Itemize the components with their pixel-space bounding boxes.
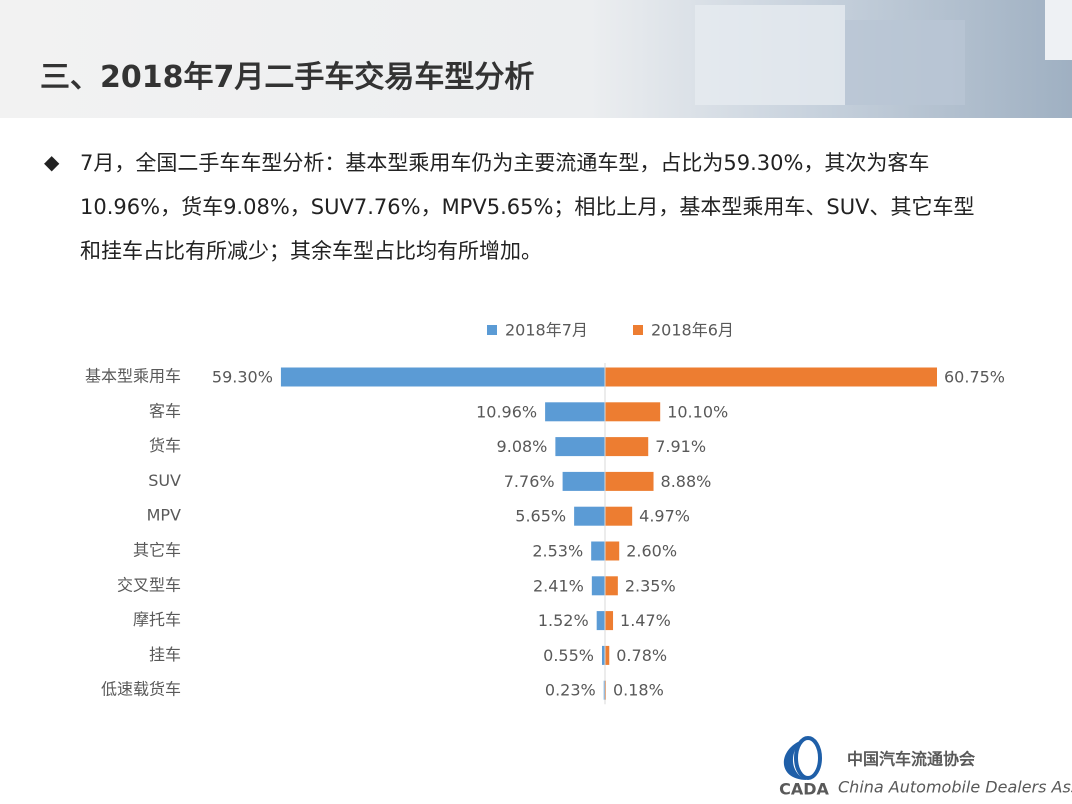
value-label: 5.65% xyxy=(515,507,566,526)
bar xyxy=(555,437,605,457)
bar xyxy=(591,541,605,561)
slide-title: 三、2018年7月二手车交易车型分析 xyxy=(40,60,535,95)
bar xyxy=(605,611,614,631)
category-label: 低速载货车 xyxy=(101,680,181,699)
legend-label: 2018年7月 xyxy=(505,321,588,340)
value-label: 2.60% xyxy=(626,542,677,561)
logo-english: China Automobile Dealers Association xyxy=(838,778,1072,797)
value-label: 7.76% xyxy=(504,472,555,491)
bar xyxy=(596,611,605,631)
logo-short: CADA xyxy=(779,780,829,799)
bullet-icon: ◆ xyxy=(44,150,60,174)
value-label: 1.47% xyxy=(620,611,671,630)
bar xyxy=(562,471,605,491)
bar xyxy=(605,645,610,665)
value-label: 7.91% xyxy=(655,437,706,456)
legend-label: 2018年6月 xyxy=(651,321,734,340)
legend-swatch xyxy=(487,325,497,335)
category-label: 挂车 xyxy=(149,645,181,664)
bar xyxy=(605,541,620,561)
category-label: 交叉型车 xyxy=(117,575,181,594)
header: 三、2018年7月二手车交易车型分析 xyxy=(0,0,1072,118)
bar xyxy=(605,437,649,457)
bar xyxy=(601,645,605,665)
value-label: 2.53% xyxy=(532,542,583,561)
category-label: MPV xyxy=(147,506,181,525)
logo-name: 中国汽车流通协会 xyxy=(847,750,975,769)
value-label: 0.23% xyxy=(545,681,596,700)
value-label: 0.78% xyxy=(616,646,667,665)
category-label: 其它车 xyxy=(133,541,181,560)
bar xyxy=(545,402,605,422)
bar xyxy=(574,506,605,526)
value-label: 60.75% xyxy=(944,368,1005,387)
value-label: 4.97% xyxy=(639,507,690,526)
bar xyxy=(605,367,937,387)
value-label: 9.08% xyxy=(497,437,548,456)
logo: CADA 中国汽车流通协会 China Automobile Dealers A… xyxy=(779,736,1072,799)
header-decoration xyxy=(695,0,1072,105)
category-label: 摩托车 xyxy=(133,610,181,629)
bar xyxy=(605,402,661,422)
bar xyxy=(605,471,654,491)
category-label: 基本型乘用车 xyxy=(85,367,181,386)
legend-swatch xyxy=(633,325,643,335)
value-label: 10.96% xyxy=(476,402,537,421)
value-label: 0.55% xyxy=(543,646,594,665)
bar xyxy=(605,576,618,596)
category-label: 货车 xyxy=(149,436,181,455)
value-label: 59.30% xyxy=(212,368,273,387)
bar xyxy=(280,367,605,387)
bar xyxy=(603,680,605,700)
value-label: 2.35% xyxy=(625,576,676,595)
value-label: 8.88% xyxy=(661,472,712,491)
value-label: 1.52% xyxy=(538,611,589,630)
value-label: 0.18% xyxy=(613,681,664,700)
category-label: 客车 xyxy=(149,401,181,420)
category-label: SUV xyxy=(148,471,181,490)
bar xyxy=(605,506,633,526)
bar xyxy=(591,576,605,596)
value-label: 2.41% xyxy=(533,576,584,595)
value-label: 10.10% xyxy=(667,402,728,421)
bullet-text: 7月，全国二手车车型分析：基本型乘用车仍为主要流通车型，占比为59.30%，其次… xyxy=(80,151,975,263)
